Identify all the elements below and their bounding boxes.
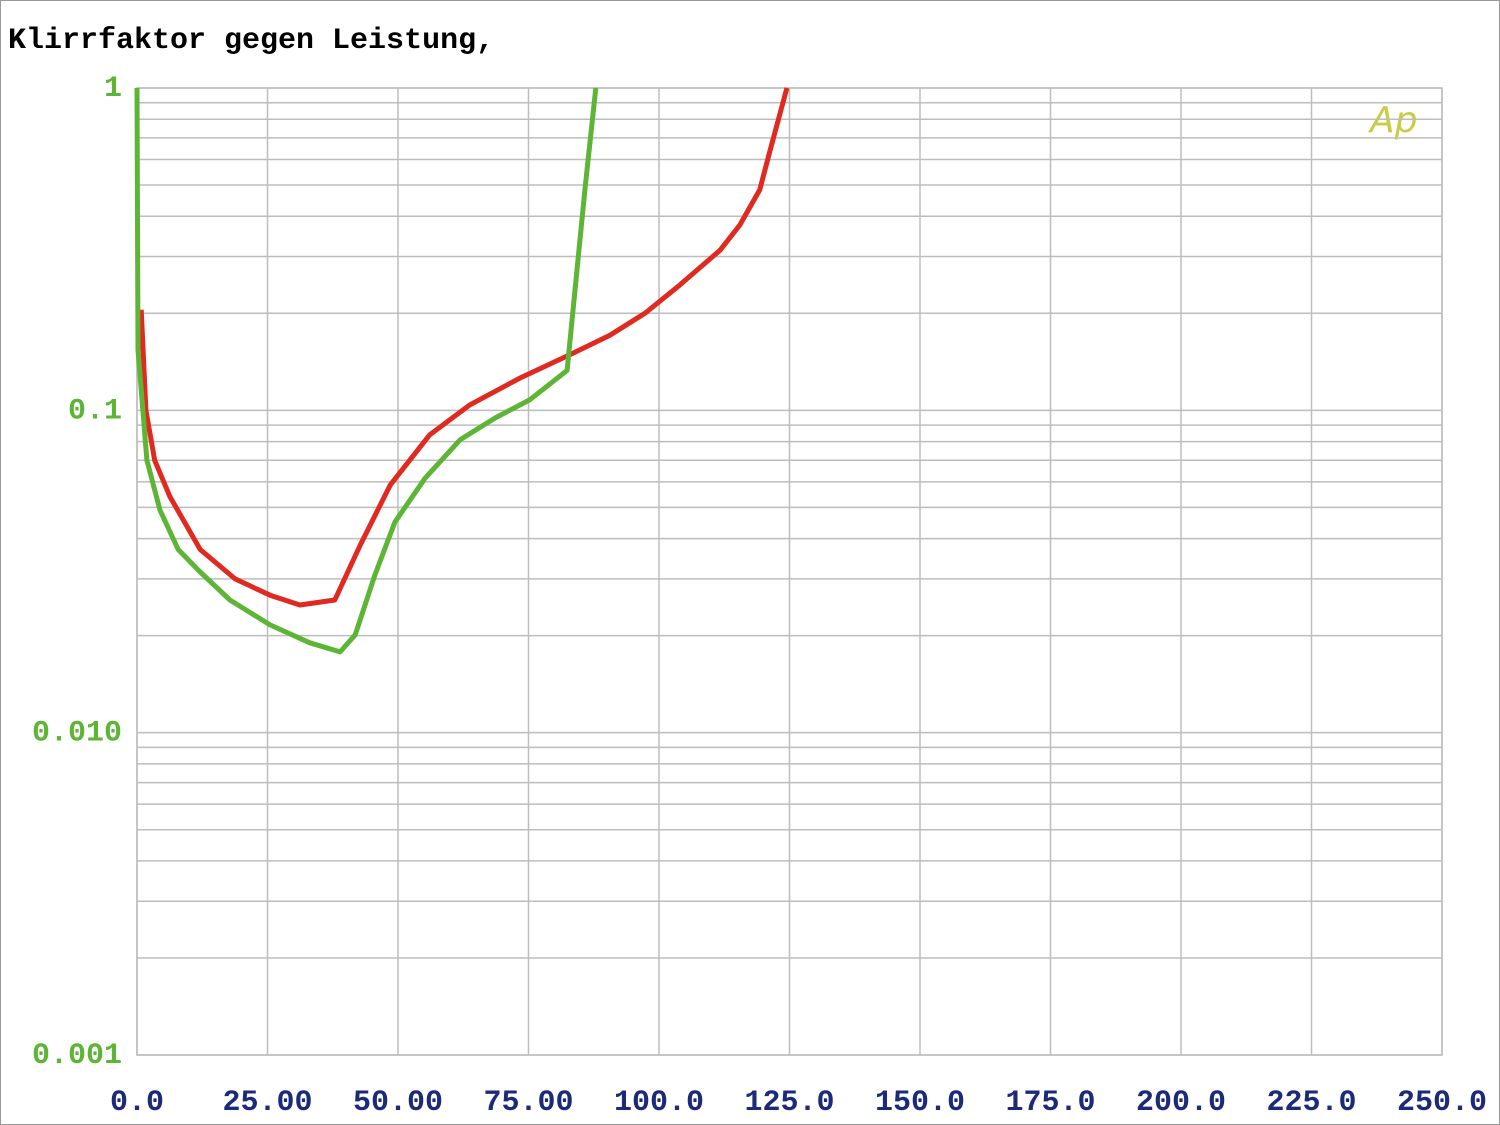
x-tick-label: 75.00 [483,1086,573,1120]
logo: Ap [1368,100,1417,141]
x-tick-label: 225.0 [1266,1086,1356,1120]
data-line [134,87,599,655]
chart-title: Klirrfaktor gegen Leistung, [8,24,494,58]
x-tick-label: 200.0 [1136,1086,1226,1120]
y-tick-label: 1 [104,72,122,106]
x-tick-label: 125.0 [744,1086,834,1120]
x-tick-label: 175.0 [1005,1086,1095,1120]
y-tick-label: 0.010 [32,717,122,751]
x-tick-label: 25.00 [222,1086,312,1120]
y-tick-label: 0.1 [68,394,122,428]
plot-area [136,87,1443,1056]
x-tick-label: 50.00 [353,1086,443,1120]
x-tick-label: 100.0 [614,1086,704,1120]
y-tick-label: 0.001 [32,1039,122,1073]
data-line [138,87,790,608]
x-tick-label: 150.0 [875,1086,965,1120]
x-tick-label: 0.0 [110,1086,164,1120]
x-tick-label: 250.0 [1397,1086,1487,1120]
